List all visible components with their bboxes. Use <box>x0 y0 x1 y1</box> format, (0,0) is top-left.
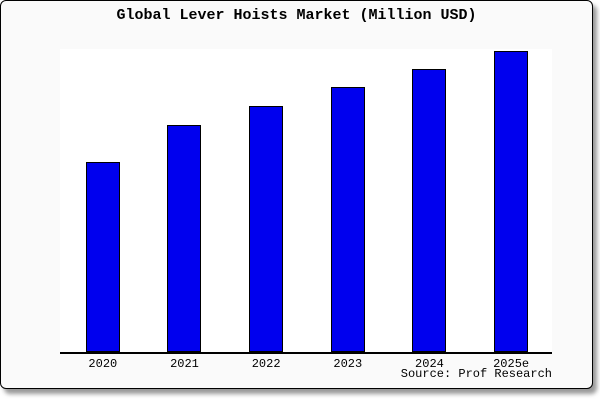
x-tick-label-2024: 2024 <box>415 357 444 371</box>
x-axis-labels: 2020 2021 2022 2023 2024 2025e <box>60 357 552 371</box>
x-tick-label-2025e: 2025e <box>493 357 530 371</box>
x-tick-label-2020: 2020 <box>88 357 118 371</box>
bar-2024 <box>412 69 447 352</box>
bar-2025e <box>494 51 529 352</box>
chart-title: Global Lever Hoists Market (Million USD) <box>116 7 477 24</box>
x-tick-label-2023: 2023 <box>333 357 363 371</box>
x-tick-label-2022: 2022 <box>251 357 281 371</box>
plot-area <box>60 49 552 354</box>
bar-2022 <box>249 106 284 352</box>
bar-2020 <box>85 162 120 352</box>
bar-2023 <box>330 87 365 352</box>
bar-2021 <box>167 125 202 352</box>
chart-card: Global Lever Hoists Market (Million USD)… <box>0 0 593 389</box>
x-tick-label-2021: 2021 <box>170 357 199 371</box>
source-note: Source: Prof Research <box>400 367 552 381</box>
